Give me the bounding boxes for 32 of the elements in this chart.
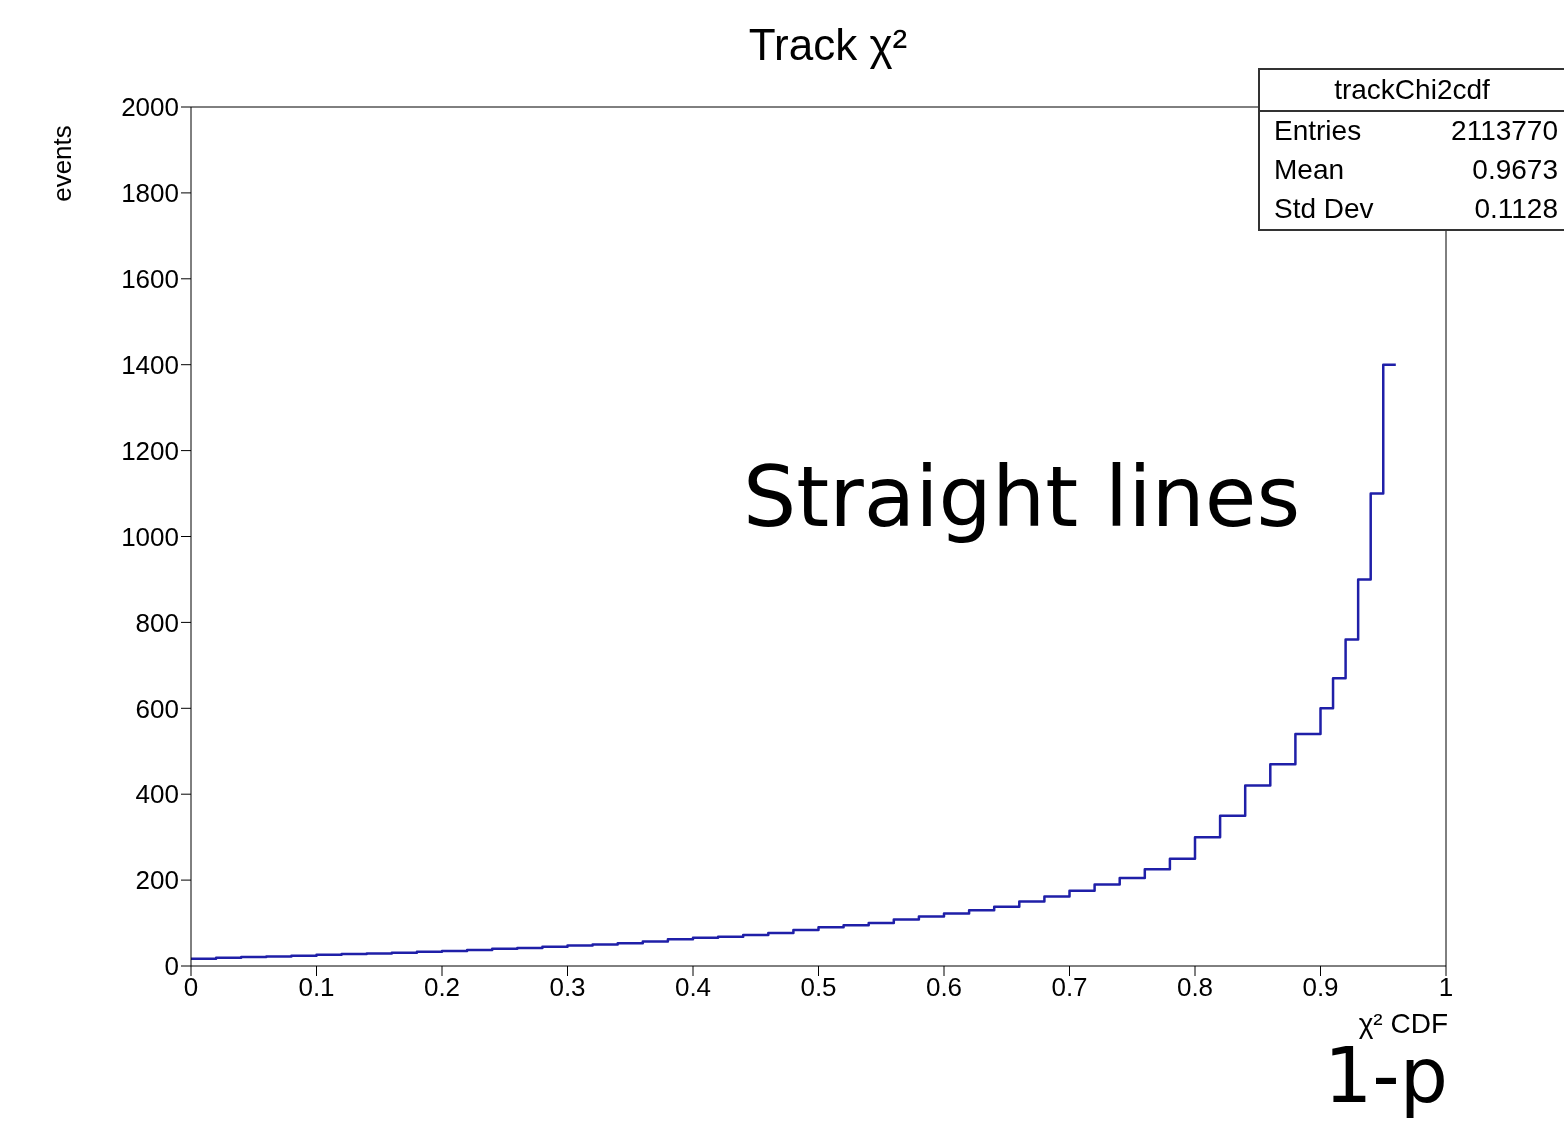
annotation: Mean (1274, 154, 1345, 186)
y-tick-label: 600 (135, 693, 179, 724)
y-tick-label: 1200 (121, 435, 179, 466)
text: 0.9673 (1472, 154, 1558, 186)
x-tick-label: 0.3 (549, 972, 586, 1003)
y-tick-label: 0 (164, 951, 179, 982)
y-tick-label: 1400 (121, 349, 179, 380)
x-tick-label: 0.7 (1051, 972, 1088, 1003)
x-tick-label: 0.4 (674, 972, 712, 1003)
x-tick-label: 0.8 (1176, 972, 1214, 1003)
text: 2113770 (1451, 115, 1558, 147)
y-tick-label: 400 (135, 779, 179, 810)
y-tick-label: 1000 (121, 521, 179, 552)
x-tick-label: 0.9 (1302, 972, 1339, 1003)
y-tick-label: 2000 (121, 92, 179, 123)
y-tick-label: 800 (135, 607, 179, 638)
x-tick-label: 0.5 (800, 972, 837, 1003)
x-tick-label: 1 (1438, 972, 1454, 1003)
annotation: Straight lines (743, 448, 1301, 546)
annotation: Std Dev (1274, 193, 1374, 225)
annotation: Entries (1274, 115, 1362, 147)
y-axis-title: events (46, 125, 78, 202)
x-tick-label: 0 (183, 972, 199, 1003)
text: 0.1128 (1474, 193, 1558, 225)
x-tick-label: 0.2 (423, 972, 461, 1003)
y-tick-label: 1600 (121, 264, 179, 295)
y-tick-label: 1800 (121, 178, 179, 209)
chart-title: Track χ² (747, 20, 909, 70)
text: trackChi2cdf (1260, 70, 1564, 112)
x-tick-label: 0.1 (298, 972, 335, 1003)
x-tick-label: 0.6 (925, 972, 963, 1003)
y-tick-label: 200 (135, 865, 179, 896)
